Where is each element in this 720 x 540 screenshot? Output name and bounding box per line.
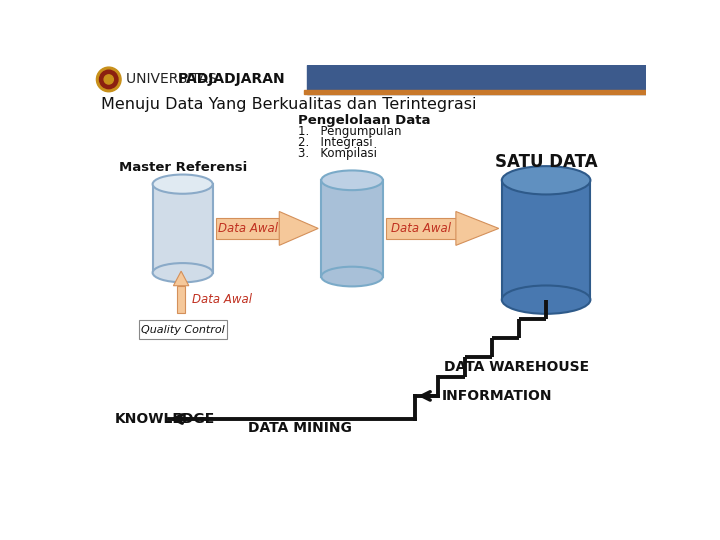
Text: SATU DATA: SATU DATA	[495, 153, 598, 171]
Text: UNIVERSITAS: UNIVERSITAS	[126, 72, 221, 86]
Bar	[502, 180, 590, 300]
Circle shape	[104, 75, 113, 84]
Bar	[153, 184, 212, 273]
Ellipse shape	[321, 171, 383, 190]
Polygon shape	[177, 286, 185, 313]
Polygon shape	[456, 212, 499, 245]
Polygon shape	[279, 212, 318, 245]
Text: Menuju Data Yang Berkualitas dan Terintegrasi: Menuju Data Yang Berkualitas dan Terinte…	[101, 97, 477, 112]
Bar	[321, 180, 383, 276]
Text: Data Awal: Data Awal	[391, 222, 451, 235]
Text: 2.   Integrasi: 2. Integrasi	[298, 136, 373, 149]
Text: INFORMATION: INFORMATION	[442, 389, 553, 403]
Text: Data Awal: Data Awal	[217, 222, 277, 235]
Text: DATA WAREHOUSE: DATA WAREHOUSE	[444, 360, 590, 374]
FancyBboxPatch shape	[139, 320, 227, 339]
Text: Quality Control: Quality Control	[141, 325, 225, 335]
Ellipse shape	[153, 174, 212, 194]
Text: DATA MINING: DATA MINING	[248, 421, 351, 435]
Bar	[92, 65, 315, 94]
Text: PADJADJARAN: PADJADJARAN	[178, 72, 286, 86]
Ellipse shape	[502, 166, 590, 194]
Text: 1.   Pengumpulan: 1. Pengumpulan	[298, 125, 402, 138]
Bar	[304, 90, 647, 94]
Circle shape	[99, 70, 118, 89]
Bar	[216, 218, 279, 239]
Text: KNOWLEDGE: KNOWLEDGE	[115, 412, 215, 426]
Text: Data Awal: Data Awal	[192, 293, 252, 306]
Bar	[307, 65, 647, 94]
Ellipse shape	[153, 263, 212, 282]
Ellipse shape	[502, 286, 590, 314]
Text: Master Referensi: Master Referensi	[119, 161, 247, 174]
Text: Pengelolaan Data: Pengelolaan Data	[298, 114, 431, 127]
Text: 3.   Kompilasi: 3. Kompilasi	[298, 147, 377, 160]
Bar	[386, 218, 456, 239]
Ellipse shape	[321, 267, 383, 286]
Polygon shape	[174, 271, 189, 286]
Circle shape	[96, 67, 121, 92]
